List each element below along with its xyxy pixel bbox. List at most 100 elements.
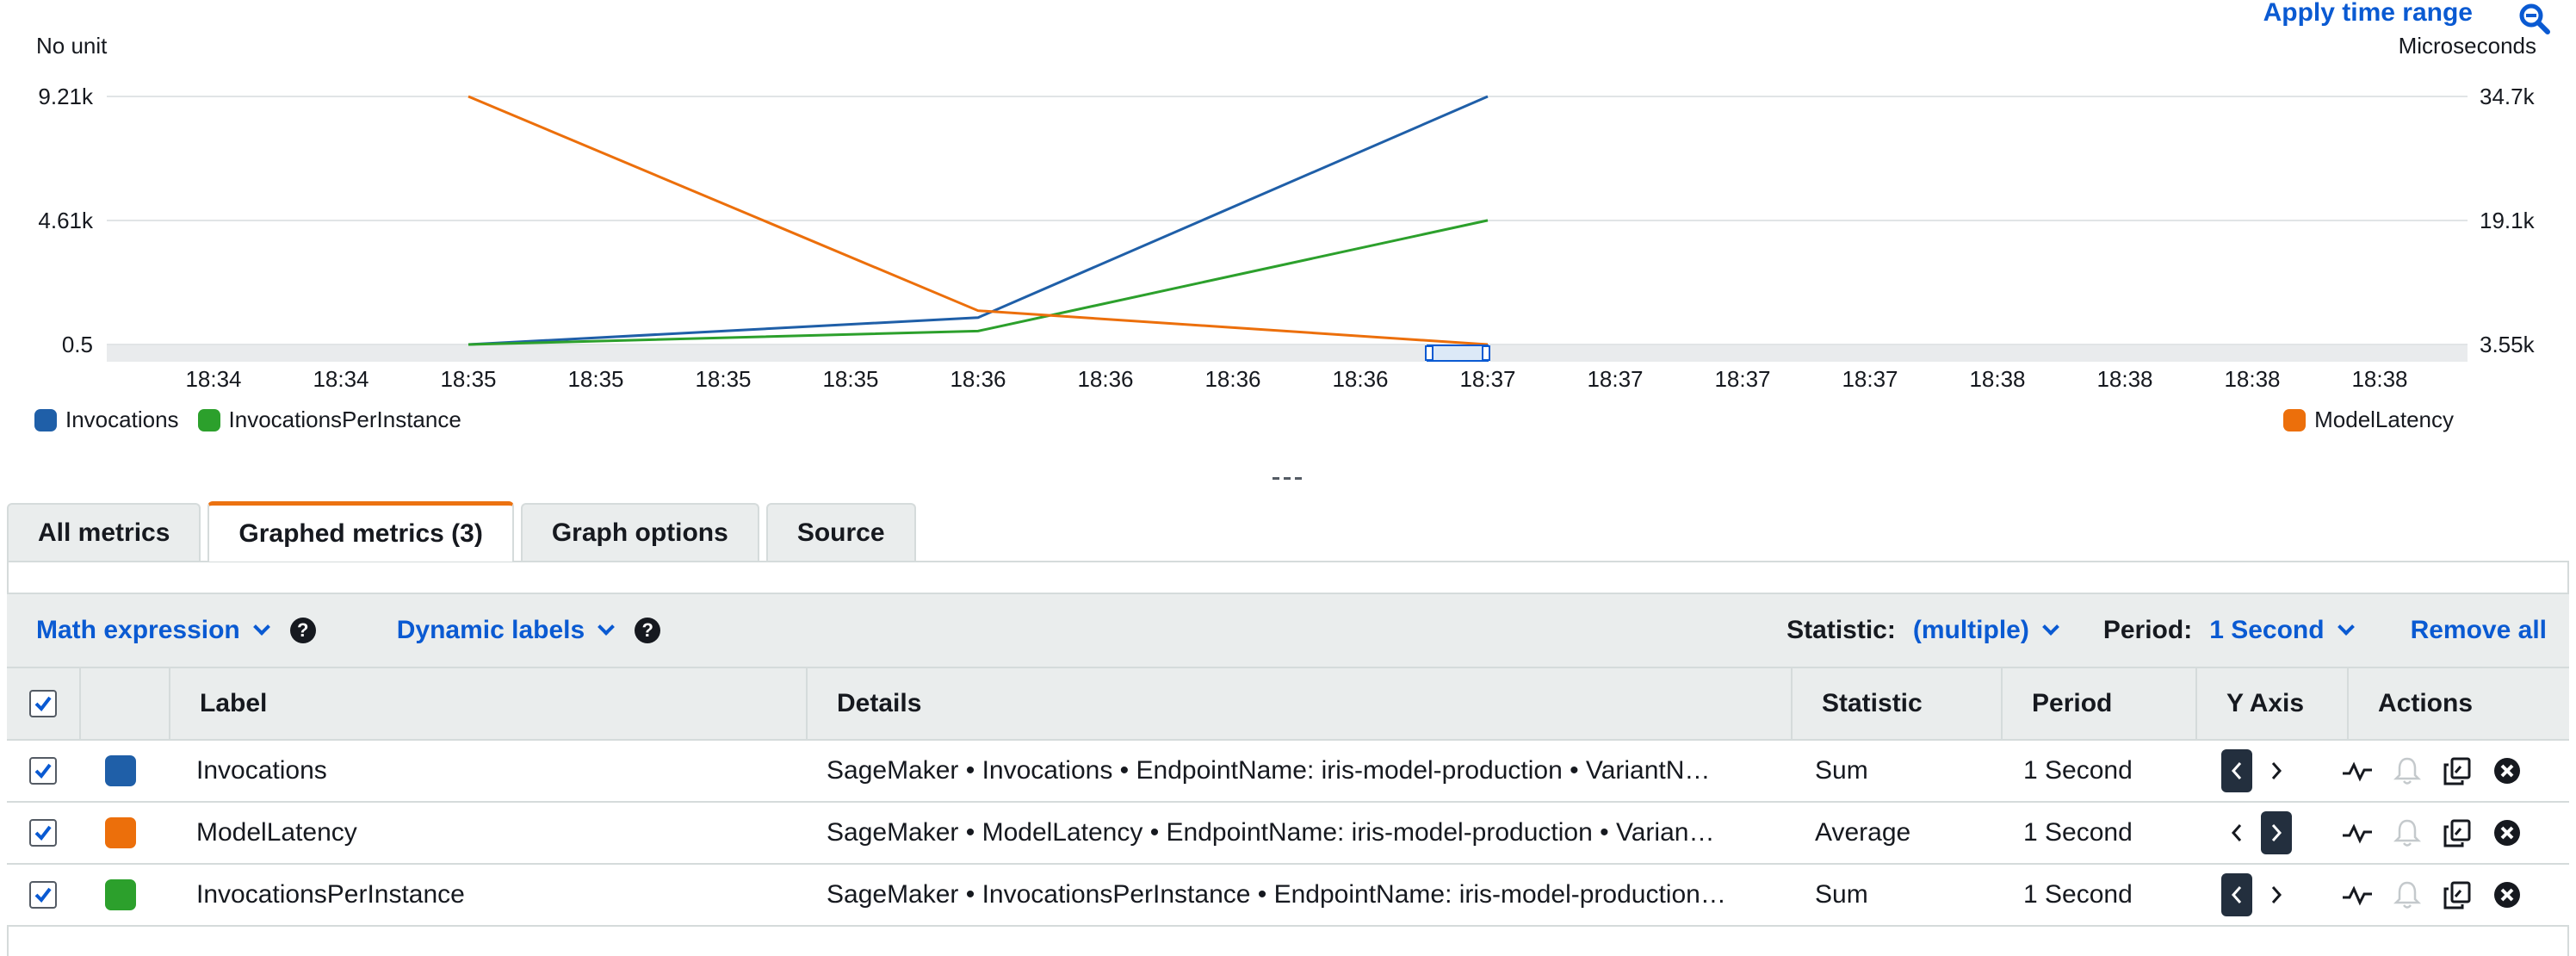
left-tick-label: 9.21k: [38, 84, 94, 109]
statistic-value: (multiple): [1912, 616, 2029, 644]
legend-item[interactable]: Invocations: [34, 407, 179, 433]
metric-period[interactable]: 1 Second: [2023, 756, 2133, 785]
statistic-dropdown[interactable]: (multiple): [1912, 616, 2059, 645]
legend-swatch: [34, 408, 57, 431]
legend-swatch: [197, 408, 220, 431]
remove-all-button[interactable]: Remove all: [2410, 616, 2547, 644]
alarm-bell-icon[interactable]: [2390, 816, 2424, 850]
row-actions: [2340, 741, 2524, 801]
metric-statistic[interactable]: Sum: [1815, 756, 1868, 785]
right-axis-unit: Microseconds: [2399, 33, 2536, 59]
period-value: 1 Second: [2209, 616, 2325, 644]
metrics-line-chart: No unit Microseconds 9.21k 4.61k 0.5 34.7k 19.…: [36, 33, 2536, 392]
metric-statistic[interactable]: Average: [1815, 818, 1911, 847]
metric-row: Invocations SageMaker • Invocations • En…: [7, 741, 2569, 803]
panel-resize-handle[interactable]: [1273, 472, 1302, 484]
y-axis-left-button[interactable]: [2221, 873, 2252, 916]
metric-statistic[interactable]: Sum: [1815, 880, 1868, 909]
row-checkbox-cell: [29, 865, 57, 925]
dynamic-labels-dropdown[interactable]: Dynamic labels: [397, 616, 616, 645]
math-expression-dropdown[interactable]: Math expression: [36, 616, 270, 645]
x-tick-label: 18:37: [1459, 366, 1515, 392]
math-expression-label: Math expression: [36, 616, 240, 644]
remove-metric-icon[interactable]: [2490, 878, 2524, 912]
chevron-down-icon: [2041, 618, 2059, 636]
statistic-column-header[interactable]: Statistic: [1791, 668, 2001, 739]
duplicate-icon[interactable]: [2440, 754, 2474, 788]
remove-metric-icon[interactable]: [2490, 754, 2524, 788]
legend-item[interactable]: ModelLatency: [2283, 407, 2454, 433]
x-tick-label: 18:37: [1714, 366, 1770, 392]
select-all-checkbox[interactable]: [29, 690, 57, 717]
y-axis-toggle: [2221, 865, 2292, 925]
remove-metric-icon[interactable]: [2490, 816, 2524, 850]
y-axis-right-button[interactable]: [2261, 811, 2292, 854]
tab-all-metrics[interactable]: All metrics: [7, 503, 201, 562]
y-axis-right-button[interactable]: [2261, 873, 2292, 916]
label-column-header[interactable]: Label: [169, 668, 806, 739]
y-axis-right-button[interactable]: [2261, 749, 2292, 792]
tab-source[interactable]: Source: [765, 503, 916, 562]
series-color-swatch[interactable]: [105, 817, 136, 848]
metric-label[interactable]: InvocationsPerInstance: [196, 880, 465, 909]
y-axis-column-header: Y Axis: [2195, 668, 2347, 739]
metric-row: ModelLatency SageMaker • ModelLatency • …: [7, 803, 2569, 865]
graph-metric-icon[interactable]: [2340, 816, 2375, 850]
series-color-swatch[interactable]: [105, 755, 136, 786]
legend-label: ModelLatency: [2314, 407, 2454, 432]
legend-right: ModelLatency: [2283, 407, 2473, 433]
metric-label[interactable]: ModelLatency: [196, 818, 357, 847]
x-tick-label: 18:38: [2224, 366, 2280, 392]
x-tick-label: 18:36: [1077, 366, 1133, 392]
row-checkbox[interactable]: [29, 757, 57, 785]
series-line-invocationsperinstance: [468, 219, 1489, 346]
row-color-cell: [105, 741, 136, 801]
actions-column-header: Actions: [2347, 668, 2569, 739]
row-color-cell: [105, 803, 136, 863]
y-axis-left-button[interactable]: [2221, 811, 2252, 854]
zoom-out-icon[interactable]: [2517, 2, 2552, 36]
metric-period[interactable]: 1 Second: [2023, 880, 2133, 909]
x-tick-label: 18:36: [950, 366, 1006, 392]
tab-graphed-metrics[interactable]: Graphed metrics (3): [207, 501, 514, 562]
left-tick-label: 4.61k: [38, 208, 94, 233]
statistic-label: Statistic:: [1786, 616, 1896, 644]
chevron-down-icon: [598, 618, 616, 636]
alarm-bell-icon[interactable]: [2390, 878, 2424, 912]
legend-item[interactable]: InvocationsPerInstance: [197, 407, 461, 433]
row-checkbox[interactable]: [29, 819, 57, 847]
x-tick-label: 18:34: [185, 366, 241, 392]
period-dropdown[interactable]: 1 Second: [2209, 616, 2355, 645]
row-checkbox[interactable]: [29, 881, 57, 909]
dynamic-labels-help-icon[interactable]: ?: [635, 618, 661, 643]
right-tick-label: 34.7k: [2480, 84, 2536, 109]
metric-row: InvocationsPerInstance SageMaker • Invoc…: [7, 865, 2569, 927]
metric-period[interactable]: 1 Second: [2023, 818, 2133, 847]
legend-label: Invocations: [65, 407, 179, 432]
tab-graph-options[interactable]: Graph options: [520, 503, 759, 562]
alarm-bell-icon[interactable]: [2390, 754, 2424, 788]
time-range-handle-right: [1482, 345, 1490, 361]
graph-metric-icon[interactable]: [2340, 878, 2375, 912]
math-expression-help-icon[interactable]: ?: [289, 618, 316, 643]
row-checkbox-cell: [29, 741, 57, 801]
graph-metric-icon[interactable]: [2340, 754, 2375, 788]
metrics-table-header: Label Details Statistic Period Y Axis Ac…: [7, 668, 2569, 741]
y-axis-toggle: [2221, 741, 2292, 801]
period-column-header[interactable]: Period: [2001, 668, 2195, 739]
select-all-cell: [7, 668, 79, 739]
row-actions: [2340, 865, 2524, 925]
duplicate-icon[interactable]: [2440, 878, 2474, 912]
y-axis-left-button[interactable]: [2221, 749, 2252, 792]
legend-swatch: [2283, 408, 2307, 431]
x-tick-label: 18:38: [1969, 366, 2025, 392]
details-column-header[interactable]: Details: [806, 668, 1791, 739]
duplicate-icon[interactable]: [2440, 816, 2474, 850]
metric-label[interactable]: Invocations: [196, 756, 327, 785]
x-tick-label: 18:34: [313, 366, 368, 392]
metric-details: SageMaker • InvocationsPerInstance • End…: [827, 880, 1726, 909]
x-tick-label: 18:35: [695, 366, 751, 392]
series-color-swatch[interactable]: [105, 879, 136, 910]
apply-time-range-link[interactable]: Apply time range: [2263, 0, 2473, 27]
time-range-selection: [1427, 345, 1489, 362]
